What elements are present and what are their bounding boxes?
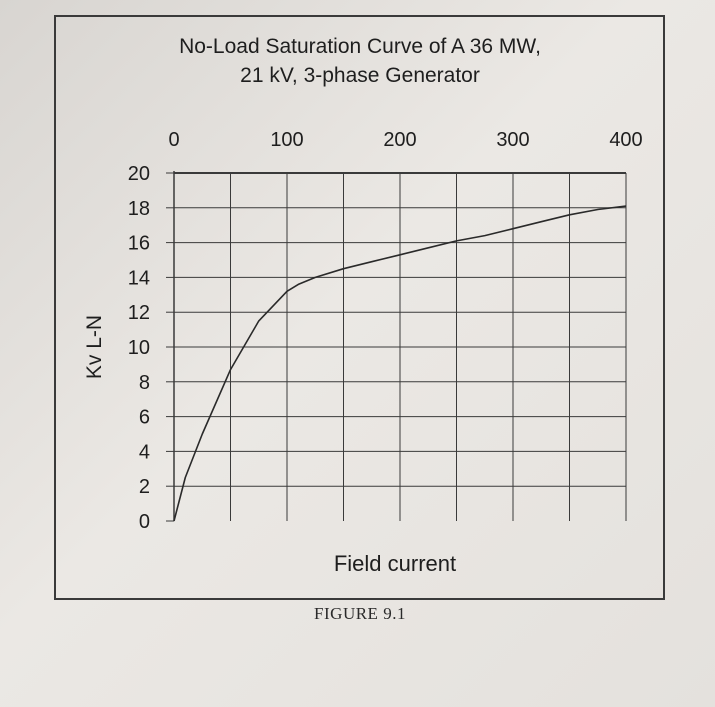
y-tick-label: 18 xyxy=(128,198,150,220)
figure-caption: FIGURE 9.1 xyxy=(314,604,406,623)
x-tick-label: 200 xyxy=(383,129,416,151)
y-tick-label: 2 xyxy=(139,476,150,498)
chart-title-line-1: No-Load Saturation Curve of A 36 MW, xyxy=(179,35,541,58)
y-tick-label: 10 xyxy=(128,337,150,359)
y-tick-label: 12 xyxy=(128,302,150,324)
y-axis-label: Kv L-N xyxy=(83,314,106,380)
x-tick-label: 400 xyxy=(609,129,642,151)
y-tick-label: 0 xyxy=(139,511,150,533)
x-tick-label: 100 xyxy=(270,129,303,151)
x-tick-label: 0 xyxy=(168,129,179,151)
y-tick-label: 4 xyxy=(139,441,150,463)
y-tick-label: 8 xyxy=(139,372,150,394)
y-tick-label: 6 xyxy=(139,407,150,429)
x-tick-label: 300 xyxy=(496,129,529,151)
figure-frame xyxy=(54,15,665,600)
chart-title-line-2: 21 kV, 3-phase Generator xyxy=(240,64,480,87)
x-axis-label: Field current xyxy=(333,551,457,576)
y-tick-label: 14 xyxy=(128,267,150,289)
y-tick-label: 20 xyxy=(128,163,150,185)
y-tick-label: 16 xyxy=(128,233,150,255)
saturation-curve-line xyxy=(173,205,627,522)
